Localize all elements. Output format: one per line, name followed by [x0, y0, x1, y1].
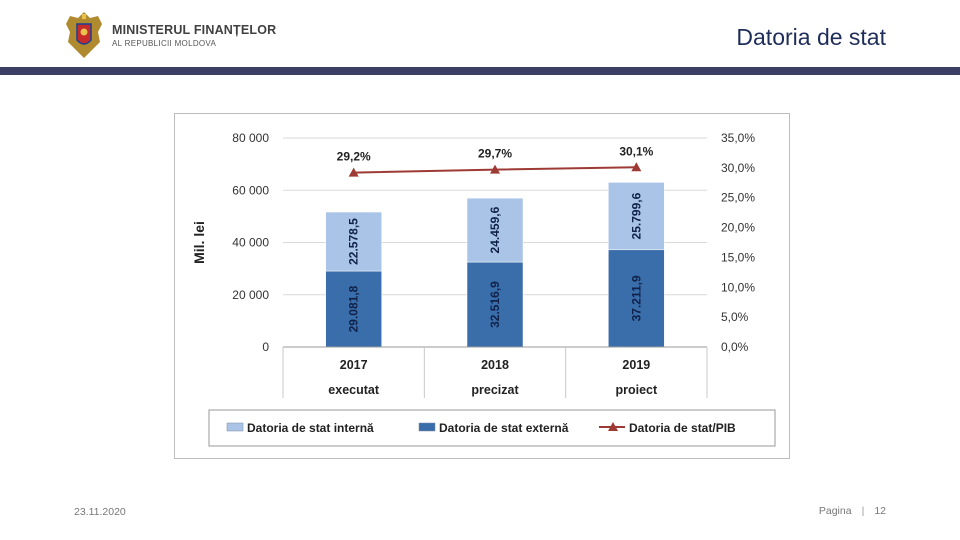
- legend-swatch: [226, 422, 244, 432]
- bar-internal-debt: [608, 182, 665, 251]
- public-debt-chart: 0 20 000 40 000 60 000 80 000 0,0% 5,0% 10,0% 15…: [191, 131, 776, 447]
- legend-box: [208, 409, 776, 447]
- bar-external-debt: [325, 270, 382, 348]
- bar-external-debt: [608, 249, 665, 348]
- bar-data-label: 25.799,6: [629, 192, 643, 239]
- y2-tick-label: 25,0%: [721, 191, 755, 205]
- page-number: 12: [874, 505, 886, 517]
- y-tick-label: 0: [262, 340, 269, 354]
- ministry-logo: MINISTERUL FINANȚELOR AL REPUBLICII MOLD…: [64, 10, 294, 62]
- y2-tick-label: 20,0%: [721, 221, 755, 235]
- footer-pagination: Pagina | 12: [819, 505, 886, 517]
- legend-marker: [608, 422, 618, 431]
- legend-label: Datoria de stat/PIB: [629, 421, 736, 435]
- bar-data-label: 32.516,9: [488, 281, 502, 328]
- legend-label: Datoria de stat internă: [247, 421, 374, 435]
- bar-external-debt: [466, 261, 524, 348]
- y2-tick-label: 15,0%: [721, 250, 755, 264]
- y2-tick-label: 30,0%: [721, 161, 755, 175]
- x-tick-sublabel: executat: [328, 383, 380, 397]
- y-tick-label: 20 000: [232, 288, 269, 302]
- ministry-subtitle: AL REPUBLICII MOLDOVA: [112, 39, 217, 48]
- y2-tick-label: 0,0%: [721, 340, 749, 354]
- x-tick-label: 2017: [340, 358, 368, 372]
- chart-frame: 0 20 000 40 000 60 000 80 000 0,0% 5,0% 10,0% 15…: [174, 113, 790, 459]
- footer-date: 23.11.2020: [74, 506, 126, 518]
- y2-tick-label: 5,0%: [721, 310, 749, 324]
- x-tick-label: 2018: [481, 358, 509, 372]
- page-label: Pagina: [818, 505, 852, 517]
- bar-data-label: 29.081,8: [347, 285, 361, 332]
- bar-data-label: 24.459,6: [488, 206, 502, 253]
- y2-tick-label: 10,0%: [721, 280, 755, 294]
- bar-internal-debt: [466, 197, 524, 263]
- line-marker: [348, 167, 359, 177]
- header-divider-bar: [0, 67, 960, 75]
- bar-data-label: 22.578,5: [347, 218, 361, 265]
- y-tick-label: 40 000: [232, 236, 269, 250]
- bar-data-label: 37.211,9: [629, 275, 643, 321]
- line-marker: [490, 164, 500, 174]
- coat-of-arms-icon: [66, 12, 102, 58]
- legend-label: Datoria de stat externă: [439, 421, 569, 435]
- x-tick-label: 2019: [622, 358, 650, 372]
- x-tick-sublabel: proiect: [615, 383, 658, 397]
- y2-tick-label: 35,0%: [721, 131, 755, 145]
- legend-swatch: [418, 422, 436, 432]
- y-axis-label: Mil. lei: [191, 221, 207, 264]
- line-data-label: 30,1%: [619, 144, 653, 158]
- y-tick-label: 80 000: [232, 131, 269, 145]
- ministry-name: MINISTERUL FINANȚELOR: [112, 23, 277, 37]
- bar-internal-debt: [325, 211, 382, 272]
- y-tick-label: 60 000: [232, 183, 269, 197]
- slide-title: Datoria de stat: [736, 24, 886, 50]
- x-tick-sublabel: precizat: [471, 383, 519, 397]
- line-data-label: 29,7%: [478, 147, 512, 161]
- line-data-label: 29,2%: [337, 150, 371, 164]
- line-marker: [631, 162, 642, 172]
- page-separator: |: [861, 505, 865, 517]
